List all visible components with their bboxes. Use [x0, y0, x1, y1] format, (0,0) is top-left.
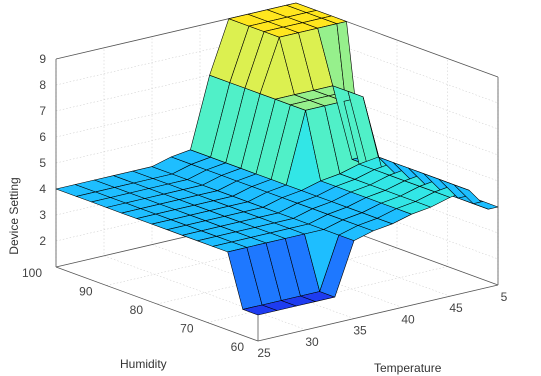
axis-edge [55, 266, 259, 342]
y-tick-label: 100 [22, 266, 42, 280]
axis-edge [257, 284, 499, 342]
z-tick-label: 2 [39, 234, 46, 248]
x-tick-label: 40 [401, 312, 415, 326]
z-axis-label: Device Setting [7, 177, 21, 254]
y-tick-label: 60 [231, 340, 245, 354]
surface-patch [472, 201, 499, 210]
x-axis-label: Temperature [374, 361, 442, 375]
x-tick-label: 45 [449, 301, 463, 315]
grid-line [103, 47, 307, 331]
y-tick-label: 70 [180, 322, 194, 336]
z-tick-label: 7 [39, 104, 46, 118]
y-axis-label: Humidity [120, 357, 167, 371]
x-tick-label: 5 [501, 290, 508, 304]
z-tick-label: 3 [39, 208, 46, 222]
x-tick-label: 30 [305, 335, 319, 349]
surface-mesh [55, 2, 499, 316]
grid-line [151, 36, 355, 319]
z-tick-label: 4 [39, 182, 46, 196]
z-tick-label: 8 [39, 78, 46, 92]
z-tick-label: 9 [39, 52, 46, 66]
grid-line [199, 25, 403, 308]
y-tick-label: 80 [130, 303, 144, 317]
y-tick-label: 90 [79, 285, 93, 299]
z-tick-label: 5 [39, 156, 46, 170]
x-tick-label: 35 [353, 324, 367, 338]
x-tick-label: 25 [257, 346, 271, 360]
z-tick-label: 6 [39, 130, 46, 144]
